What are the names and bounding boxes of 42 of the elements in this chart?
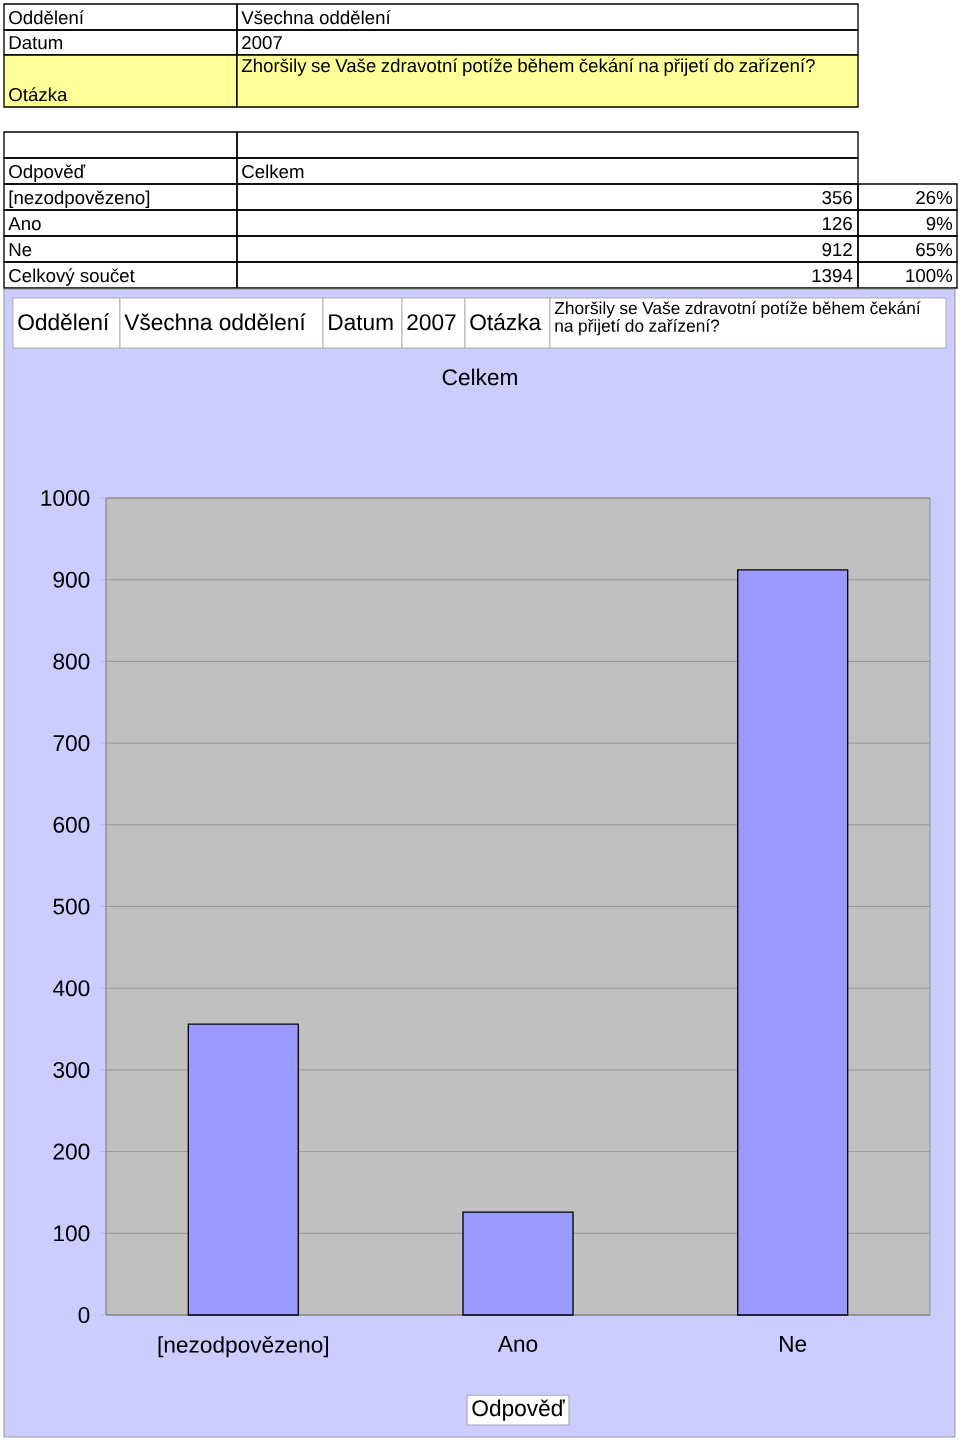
y-tick-label: 1000 — [41, 489, 90, 507]
text: 2007 — [242, 35, 282, 50]
x-tick-label: [nezodpovězeno] — [158, 1336, 329, 1358]
text: 912 — [822, 242, 852, 257]
text: 1394 — [812, 268, 853, 283]
y-tick-label: 700 — [53, 735, 90, 752]
text: Celkem — [242, 164, 304, 179]
text: Datum — [9, 36, 63, 50]
text: 26% — [916, 190, 953, 205]
chart-title: Celkem — [442, 368, 517, 386]
text: Zhoršily se Vaše zdravotní potíže během čekání na přijetí do zařízení? — [241, 58, 815, 76]
y-tick-label: 400 — [52, 980, 90, 997]
text: Zhoršily se Vaše zdravotní potíže během čekání na přijetí do zařízení? — [554, 301, 921, 336]
text: 126 — [823, 216, 852, 231]
category-label: [nezodpovězeno] — [9, 190, 150, 208]
text: 356 — [822, 190, 852, 205]
category-label: Ano — [8, 217, 41, 231]
text: 100% — [906, 268, 953, 283]
text: Všechna oddělení — [241, 10, 391, 25]
text: Odpověď — [9, 164, 86, 182]
text: Otázka — [9, 87, 68, 102]
text: 2007 — [407, 314, 456, 331]
text: 65% — [916, 242, 953, 257]
y-tick-label: 100 — [54, 1225, 90, 1242]
x-axis-title: Odpověď — [472, 1399, 565, 1421]
text: Celkový součet — [9, 268, 135, 286]
y-tick-label: 0 — [78, 1306, 90, 1324]
y-tick-label: 800 — [53, 653, 90, 670]
text: Otázka — [470, 313, 542, 331]
text: Oddělení — [18, 313, 110, 331]
x-tick-label: Ne — [780, 1336, 807, 1352]
y-tick-label: 600 — [53, 816, 90, 833]
text: Oddělení — [9, 10, 84, 25]
y-tick-label: 500 — [53, 898, 90, 915]
y-tick-label: 200 — [53, 1143, 90, 1160]
category-label: Ne — [9, 243, 32, 257]
x-tick-label: Ano — [497, 1336, 538, 1352]
y-tick-label: 900 — [53, 571, 90, 588]
text: 9% — [926, 216, 953, 231]
y-tick-label: 300 — [53, 1061, 90, 1078]
text: Všechna oddělení — [124, 313, 306, 331]
text: Datum — [329, 314, 393, 331]
